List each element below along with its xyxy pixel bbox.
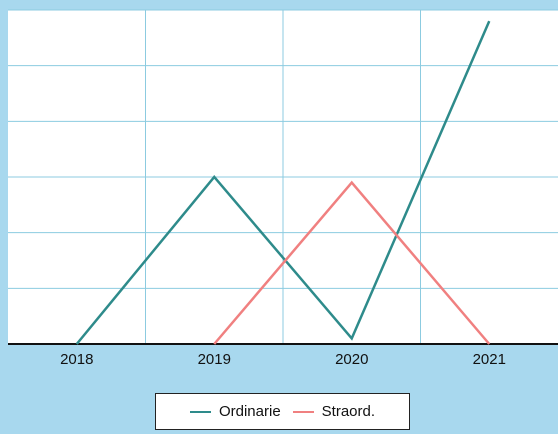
legend-label-straord: Straord. (321, 403, 376, 420)
legend-item-ordinarie[interactable]: Ordinarie (189, 403, 281, 420)
x-tick-label: 2020 (335, 351, 368, 368)
grid-lines (8, 9, 558, 344)
legend-swatch-straord (292, 410, 314, 413)
series-line-straord (213, 180, 491, 345)
series-lines (75, 20, 491, 345)
x-tick-label: 2019 (198, 351, 231, 368)
x-tick-label: 2018 (60, 351, 93, 368)
legend-swatch-ordinarie (189, 410, 211, 413)
x-tick-label: 2021 (473, 351, 506, 368)
series-line-ordinarie (75, 20, 491, 345)
legend-label-ordinarie: Ordinarie (218, 403, 281, 420)
legend-item-straord[interactable]: Straord. (292, 403, 376, 420)
legend: Ordinarie Straord. (155, 393, 410, 430)
x-tick-labels: 2018 2019 2020 2021 (60, 351, 506, 368)
